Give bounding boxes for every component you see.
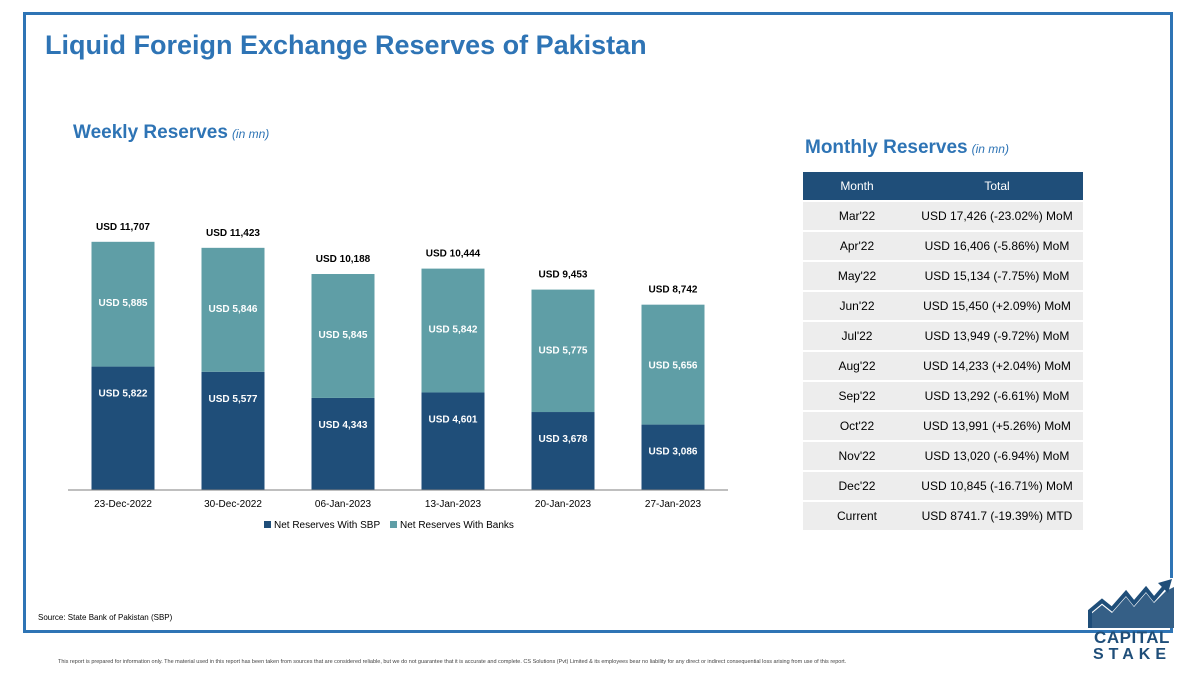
month-cell: Aug'22 (803, 352, 911, 380)
logo-text-stake: STAKE (1092, 646, 1172, 663)
data-label-banks: USD 5,842 (429, 325, 478, 336)
weekly-unit: (in mn) (231, 127, 270, 141)
logo-trend-line (1088, 583, 1168, 628)
total-cell: USD 13,991 (+5.26%) MoM (911, 412, 1083, 440)
capital-stake-logo (1088, 578, 1174, 628)
month-cell: Oct'22 (803, 412, 911, 440)
weekly-heading-text: Weekly Reserves (73, 122, 228, 143)
data-label-sbp: USD 4,601 (429, 414, 478, 425)
legend-label-sbp: Net Reserves With SBP (274, 520, 380, 531)
table-row: Jun'22 USD 15,450 (+2.09%) MoM (803, 292, 1083, 320)
bar-banks (201, 247, 265, 372)
data-label-banks: USD 5,885 (99, 298, 148, 309)
total-cell: USD 15,450 (+2.09%) MoM (911, 292, 1083, 320)
bar-banks (641, 304, 705, 425)
month-cell: May'22 (803, 262, 911, 290)
table-row: Sep'22 USD 13,292 (-6.61%) MoM (803, 382, 1083, 410)
weekly-heading: Weekly Reserves (in mn) (73, 122, 269, 144)
bar-sbp (421, 392, 485, 490)
bar-sbp (311, 397, 375, 490)
total-cell: USD 13,020 (-6.94%) MoM (911, 442, 1083, 470)
month-cell: Jun'22 (803, 292, 911, 320)
data-label-banks: USD 5,775 (539, 346, 588, 357)
legend-label-banks: Net Reserves With Banks (400, 520, 514, 531)
source-note: Source: State Bank of Pakistan (SBP) (38, 613, 173, 622)
logo-text-capital: CAPITAL (1094, 628, 1170, 647)
x-tick-label: 20-Jan-2023 (535, 499, 592, 510)
total-cell: USD 14,233 (+2.04%) MoM (911, 352, 1083, 380)
data-label-banks: USD 5,846 (209, 304, 258, 315)
total-cell: USD 8741.7 (-19.39%) MTD (911, 502, 1083, 530)
data-label-sbp: USD 4,343 (319, 420, 368, 431)
total-cell: USD 17,426 (-23.02%) MoM (911, 202, 1083, 230)
data-label-total: USD 11,707 (96, 222, 150, 233)
bar-banks (531, 289, 595, 413)
x-tick-label: 30-Dec-2022 (204, 499, 262, 510)
x-tick-label: 23-Dec-2022 (94, 499, 152, 510)
data-label-sbp: USD 5,577 (209, 394, 258, 405)
bar-sbp (201, 371, 265, 490)
bar-sbp (531, 412, 595, 490)
data-label-banks: USD 5,845 (319, 330, 368, 341)
data-label-banks: USD 5,656 (649, 361, 698, 372)
table-row: May'22 USD 15,134 (-7.75%) MoM (803, 262, 1083, 290)
data-label-total: USD 11,423 (206, 228, 260, 239)
total-cell: USD 16,406 (-5.86%) MoM (911, 232, 1083, 260)
table-row: Oct'22 USD 13,991 (+5.26%) MoM (803, 412, 1083, 440)
table-row: Current USD 8741.7 (-19.39%) MTD (803, 502, 1083, 530)
table-row: Aug'22 USD 14,233 (+2.04%) MoM (803, 352, 1083, 380)
data-label-total: USD 8,742 (649, 285, 698, 296)
month-cell: Mar'22 (803, 202, 911, 230)
logo-arrow-icon (1158, 579, 1172, 593)
slide-frame (23, 12, 1173, 633)
data-label-sbp: USD 3,086 (649, 447, 698, 458)
total-cell: USD 10,845 (-16.71%) MoM (911, 472, 1083, 500)
legend-swatch-banks (390, 521, 397, 528)
bar-banks (311, 274, 375, 398)
x-tick-label: 13-Jan-2023 (425, 499, 482, 510)
data-label-sbp: USD 3,678 (539, 434, 588, 445)
monthly-reserves-table: Month Total Mar'22 USD 17,426 (-23.02%) M… (803, 170, 1083, 532)
month-cell: Jul'22 (803, 322, 911, 350)
month-cell: Sep'22 (803, 382, 911, 410)
bar-sbp (91, 366, 155, 490)
legend-swatch-sbp (264, 521, 271, 528)
total-cell: USD 15,134 (-7.75%) MoM (911, 262, 1083, 290)
table-row: Apr'22 USD 16,406 (-5.86%) MoM (803, 232, 1083, 260)
month-cell: Apr'22 (803, 232, 911, 260)
weekly-reserves-chart: USD 5,822 USD 5,885 USD 11,707 23-Dec-2022 U… (68, 222, 728, 531)
data-label-total: USD 10,188 (316, 254, 371, 265)
column-header-month: Month (803, 172, 911, 200)
table-row: Dec'22 USD 10,845 (-16.71%) MoM (803, 472, 1083, 500)
bar-banks (91, 241, 155, 367)
table-row: Nov'22 USD 13,020 (-6.94%) MoM (803, 442, 1083, 470)
x-tick-label: 06-Jan-2023 (315, 499, 372, 510)
data-label-total: USD 10,444 (426, 249, 481, 260)
table-row: Jul'22 USD 13,949 (-9.72%) MoM (803, 322, 1083, 350)
table-header-row: Month Total (803, 172, 1083, 200)
bar-banks (421, 268, 485, 393)
month-cell: Nov'22 (803, 442, 911, 470)
page-title: Liquid Foreign Exchange Reserves of Paki… (45, 30, 647, 60)
x-tick-label: 27-Jan-2023 (645, 499, 702, 510)
table-row: Mar'22 USD 17,426 (-23.02%) MoM (803, 202, 1083, 230)
column-header-total: Total (911, 172, 1083, 200)
total-cell: USD 13,292 (-6.61%) MoM (911, 382, 1083, 410)
month-cell: Dec'22 (803, 472, 911, 500)
data-label-total: USD 9,453 (539, 270, 588, 281)
monthly-unit: (in mn) (971, 142, 1009, 156)
total-cell: USD 13,949 (-9.72%) MoM (911, 322, 1083, 350)
monthly-heading-text: Monthly Reserves (805, 137, 968, 158)
disclaimer-text: This report is prepared for information … (58, 659, 847, 665)
month-cell: Current (803, 502, 911, 530)
bar-sbp (641, 424, 705, 490)
data-label-sbp: USD 5,822 (99, 389, 148, 400)
logo-area-shape (1090, 587, 1174, 628)
monthly-heading: Monthly Reserves (in mn) (805, 137, 1009, 159)
